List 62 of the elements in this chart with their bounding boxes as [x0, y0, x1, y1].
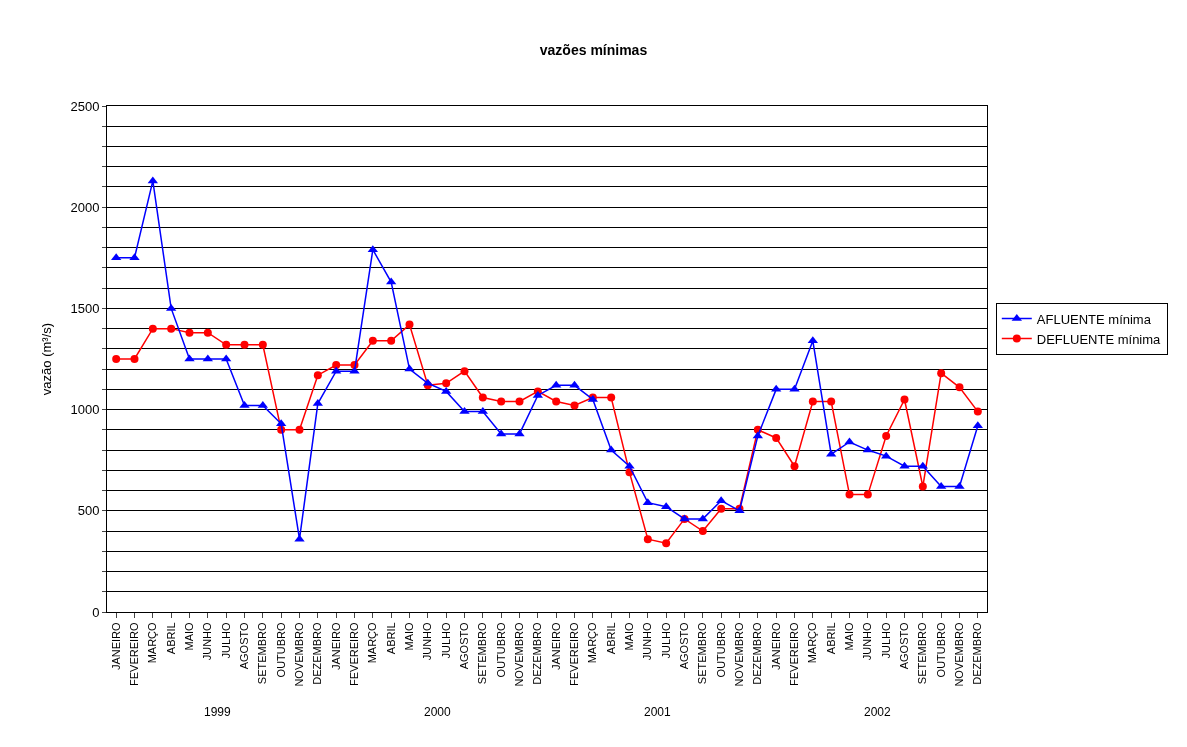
x-tick-label: NOVEMBRO [513, 621, 526, 687]
x-tick-label: MAIO [623, 621, 636, 651]
x-tick-label: AGOSTO [458, 621, 471, 670]
x-tick-label: JULHO [659, 621, 672, 659]
x-tick-label: DEZEMBRO [751, 621, 764, 685]
x-tick-label: ABRIL [164, 622, 177, 655]
y-tick-label: 1000 [70, 402, 100, 418]
y-tick-label: 2500 [70, 98, 100, 114]
x-tick-label: AGOSTO [238, 621, 251, 670]
y-tick-label: 500 [77, 503, 100, 519]
x-tick-label: ABRIL [824, 622, 837, 655]
x-tick-label: JUNHO [861, 621, 874, 661]
x-tick-label: NOVEMBRO [953, 621, 966, 687]
x-tick-label: JULHO [219, 621, 232, 659]
x-tick-label: DEZEMBRO [971, 621, 984, 685]
x-tick-label: NOVEMBRO [733, 621, 746, 687]
x-tick-label: MAIO [403, 621, 416, 651]
x-tick-label: JANEIRO [329, 621, 342, 671]
x-tick-label: MARÇO [586, 621, 599, 664]
x-tick-label: JUNHO [201, 621, 214, 661]
y-tick-label: 2000 [70, 199, 100, 215]
y-tick-label: 1500 [70, 300, 100, 316]
x-tick-label: NOVEMBRO [293, 621, 306, 687]
x-tick-label: JULHO [439, 621, 452, 659]
x-tick-label: FEVEREIRO [128, 621, 141, 686]
x-tick-label: MAIO [843, 621, 856, 651]
text: 2002 [864, 705, 892, 719]
x-tick-label: JUNHO [641, 621, 654, 661]
chart-title: vazões mínimas [539, 41, 648, 58]
legend-label: DEFLUENTE mínima [1036, 331, 1162, 347]
x-tick-label: JUNHO [421, 621, 434, 661]
y-axis-title: vazão (m³/s) [39, 322, 55, 396]
x-tick-label: JANEIRO [549, 621, 562, 671]
x-tick-label: ABRIL [384, 622, 397, 655]
x-tick-label: SETEMBRO [476, 621, 489, 685]
x-tick-label: SETEMBRO [256, 621, 269, 685]
x-tick-label: OUTUBRO [494, 621, 507, 678]
x-tick-label: MARÇO [366, 621, 379, 664]
text: 2001 [644, 705, 672, 719]
x-tick-label: JULHO [879, 621, 892, 659]
x-tick-label: AGOSTO [678, 621, 691, 670]
x-tick-label: FEVEREIRO [348, 621, 361, 686]
y-tick-label: 0 [92, 604, 100, 620]
x-tick-label: MARÇO [146, 621, 159, 664]
x-tick-label: SETEMBRO [916, 621, 929, 685]
x-tick-label: JANEIRO [769, 621, 782, 671]
x-tick-label: OUTUBRO [714, 621, 727, 678]
legend-label: AFLUENTE mínima [1036, 311, 1152, 327]
x-tick-label: DEZEMBRO [311, 621, 324, 685]
text: 1999 [204, 705, 232, 719]
x-tick-label: FEVEREIRO [568, 621, 581, 686]
x-tick-label: SETEMBRO [696, 621, 709, 685]
x-tick-label: AGOSTO [898, 621, 911, 670]
x-tick-label: JANEIRO [109, 621, 122, 671]
text: 2000 [424, 705, 452, 719]
x-tick-label: OUTUBRO [274, 621, 287, 678]
x-tick-label: OUTUBRO [934, 621, 947, 678]
x-tick-label: MARÇO [806, 621, 819, 664]
x-tick-label: FEVEREIRO [788, 621, 801, 686]
x-tick-label: DEZEMBRO [531, 621, 544, 685]
x-tick-label: MAIO [183, 621, 196, 651]
x-tick-label: ABRIL [604, 622, 617, 655]
